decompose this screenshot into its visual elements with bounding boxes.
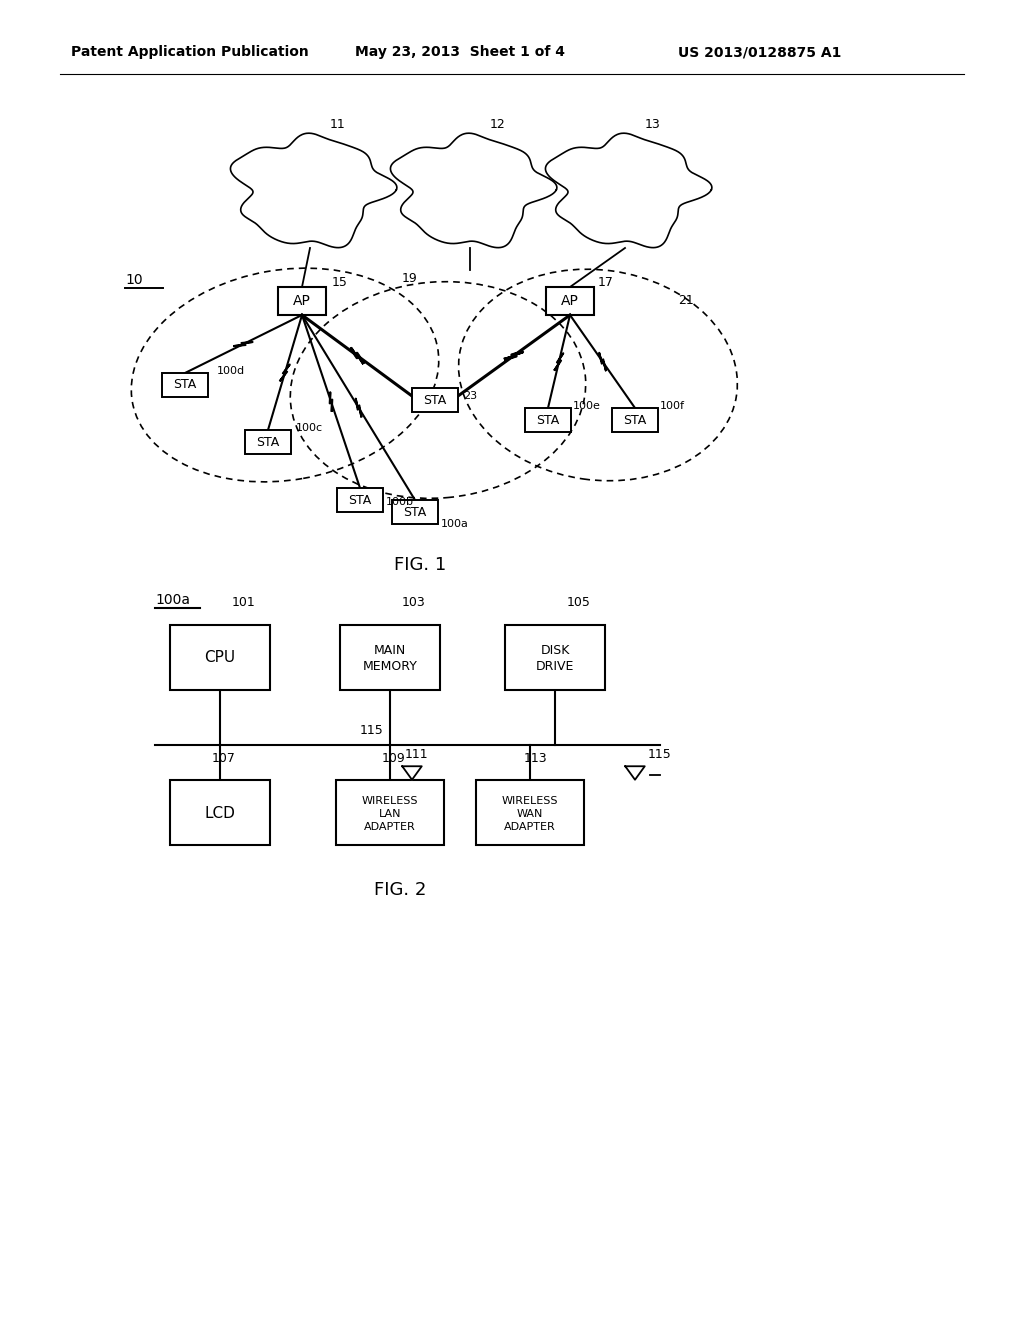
Bar xyxy=(336,780,444,845)
Text: May 23, 2013  Sheet 1 of 4: May 23, 2013 Sheet 1 of 4 xyxy=(355,45,565,59)
Text: LAN: LAN xyxy=(379,809,401,818)
Text: ADAPTER: ADAPTER xyxy=(504,822,556,832)
Ellipse shape xyxy=(303,144,349,187)
Text: MEMORY: MEMORY xyxy=(362,660,418,672)
Text: 17: 17 xyxy=(598,276,613,289)
Text: STA: STA xyxy=(348,494,372,507)
Ellipse shape xyxy=(582,185,669,216)
Ellipse shape xyxy=(236,173,272,207)
Text: 100b: 100b xyxy=(386,498,414,507)
Ellipse shape xyxy=(489,161,529,199)
Text: AP: AP xyxy=(561,294,579,308)
Bar xyxy=(337,488,383,512)
Ellipse shape xyxy=(550,173,588,207)
Ellipse shape xyxy=(330,161,370,199)
Ellipse shape xyxy=(617,144,664,187)
Text: FIG. 2: FIG. 2 xyxy=(374,880,426,899)
Text: 109: 109 xyxy=(382,752,406,766)
Text: 100d: 100d xyxy=(217,366,245,376)
Ellipse shape xyxy=(267,185,353,216)
Ellipse shape xyxy=(427,185,513,216)
Text: WIRELESS: WIRELESS xyxy=(361,796,418,807)
Ellipse shape xyxy=(245,157,375,228)
Text: FIG. 1: FIG. 1 xyxy=(394,556,446,574)
Bar xyxy=(525,408,571,432)
Text: WAN: WAN xyxy=(608,187,641,201)
Text: 100f: 100f xyxy=(660,401,685,411)
Text: 115: 115 xyxy=(648,748,672,762)
Polygon shape xyxy=(230,133,397,248)
Bar xyxy=(170,780,270,845)
Bar xyxy=(505,624,605,690)
Ellipse shape xyxy=(463,144,509,187)
Text: STA: STA xyxy=(624,413,646,426)
Text: AP: AP xyxy=(293,294,311,308)
Ellipse shape xyxy=(566,157,609,199)
Ellipse shape xyxy=(251,157,294,199)
Bar xyxy=(546,286,594,315)
Text: 10: 10 xyxy=(125,273,142,286)
Text: 107: 107 xyxy=(212,752,236,766)
Text: 100a: 100a xyxy=(155,593,190,607)
Text: LAN: LAN xyxy=(296,187,324,201)
Text: STA: STA xyxy=(403,506,427,519)
Text: MAIN: MAIN xyxy=(374,644,407,657)
Text: 100c: 100c xyxy=(296,422,324,433)
Ellipse shape xyxy=(411,157,455,199)
Bar xyxy=(340,624,440,690)
Bar xyxy=(612,408,658,432)
Text: CPU: CPU xyxy=(205,651,236,665)
Text: 13: 13 xyxy=(645,117,660,131)
Bar xyxy=(412,388,458,412)
Bar xyxy=(476,780,584,845)
Bar xyxy=(392,500,438,524)
Text: 113: 113 xyxy=(524,752,548,766)
Polygon shape xyxy=(546,133,712,248)
Text: 19: 19 xyxy=(402,272,418,285)
Text: DISK: DISK xyxy=(541,644,569,657)
Text: WAN: WAN xyxy=(517,809,543,818)
Text: STA: STA xyxy=(423,393,446,407)
Text: 100e: 100e xyxy=(573,401,601,411)
Text: LCD: LCD xyxy=(205,805,236,821)
Text: INTERNET: INTERNET xyxy=(435,187,505,201)
Ellipse shape xyxy=(349,177,383,209)
Polygon shape xyxy=(402,766,422,780)
Text: 100a: 100a xyxy=(441,519,469,529)
Ellipse shape xyxy=(560,157,690,228)
Ellipse shape xyxy=(395,173,432,207)
Text: 12: 12 xyxy=(490,117,506,131)
Ellipse shape xyxy=(272,141,322,186)
Bar xyxy=(245,430,291,454)
Text: STA: STA xyxy=(256,436,280,449)
Bar xyxy=(170,624,270,690)
Ellipse shape xyxy=(644,161,685,199)
Ellipse shape xyxy=(432,141,481,186)
Text: ADAPTER: ADAPTER xyxy=(365,822,416,832)
Ellipse shape xyxy=(406,157,535,228)
Text: Patent Application Publication: Patent Application Publication xyxy=(71,45,309,59)
Text: 103: 103 xyxy=(402,595,426,609)
Text: 11: 11 xyxy=(330,117,346,131)
Text: 21: 21 xyxy=(678,293,693,306)
Text: STA: STA xyxy=(537,413,560,426)
Ellipse shape xyxy=(664,177,698,209)
Ellipse shape xyxy=(509,177,544,209)
Text: US 2013/0128875 A1: US 2013/0128875 A1 xyxy=(678,45,842,59)
Bar xyxy=(278,286,326,315)
Bar xyxy=(162,374,208,397)
Text: 105: 105 xyxy=(567,595,591,609)
Text: STA: STA xyxy=(173,379,197,392)
Text: 15: 15 xyxy=(332,276,348,289)
Text: 23: 23 xyxy=(463,391,477,401)
Text: DRIVE: DRIVE xyxy=(536,660,574,672)
Polygon shape xyxy=(626,766,645,780)
Text: 101: 101 xyxy=(232,595,256,609)
Text: WIRELESS: WIRELESS xyxy=(502,796,558,807)
Text: 115: 115 xyxy=(360,723,384,737)
Text: 111: 111 xyxy=(406,748,429,762)
Ellipse shape xyxy=(588,141,637,186)
Polygon shape xyxy=(390,133,557,248)
